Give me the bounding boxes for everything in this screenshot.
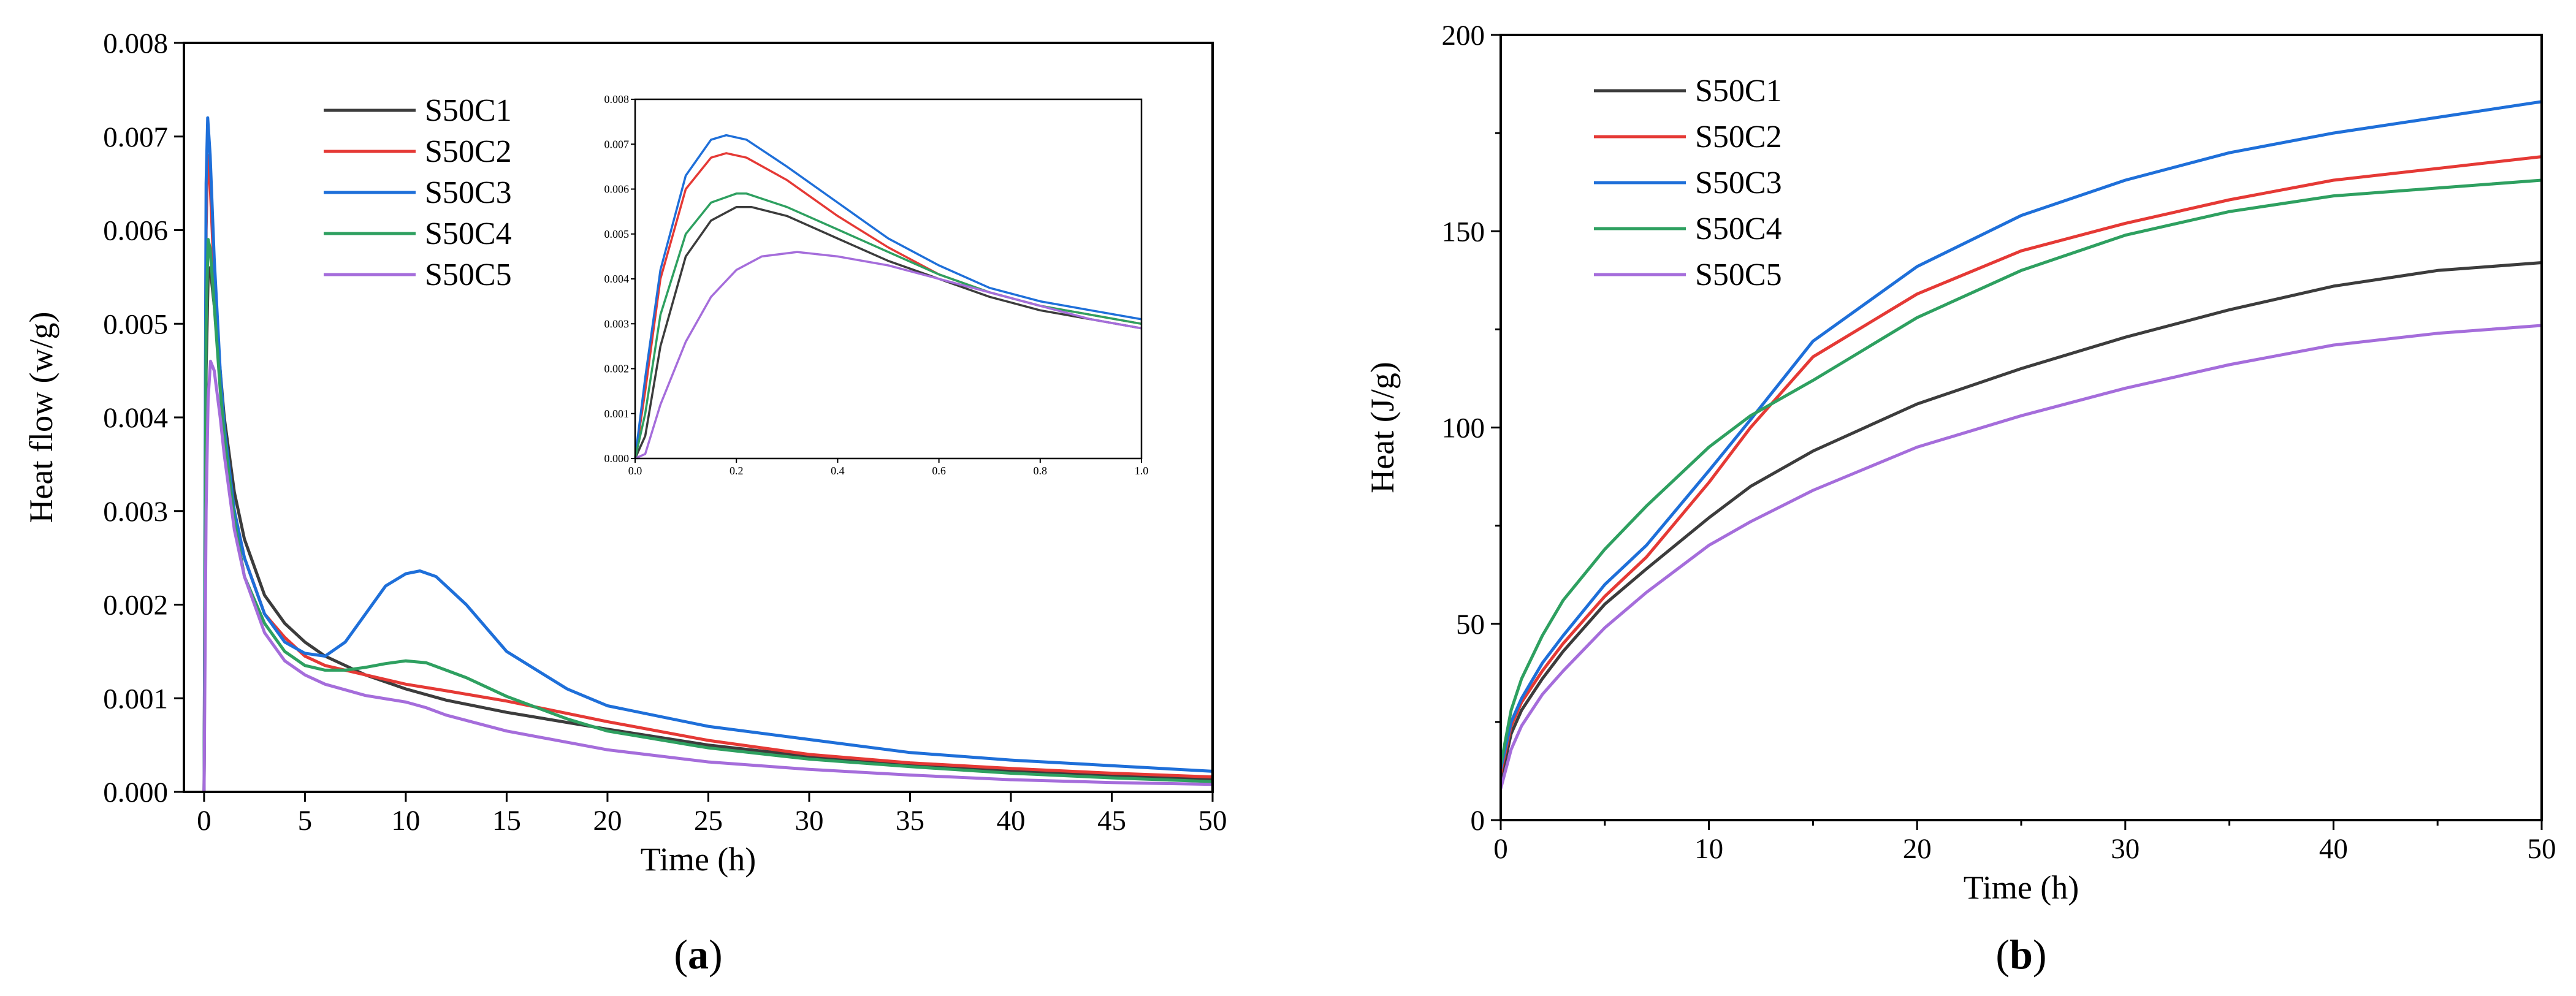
legend: S50C1 S50C2 S50C3 S50C4 S50C5 [1594,74,1782,292]
inset-chart: 0.0 0.2 0.4 0.6 0.8 1.0 0.000 0.001 0.002 0.003 0.… [604,93,1149,477]
panel-label: (a) [674,931,722,978]
x-axis-title: Time (h) [1964,869,2079,906]
legend-label: S50C1 [425,93,512,128]
x-tick-label: 50 [1198,805,1227,837]
x-tick-label: 50 [2528,833,2556,865]
inset-x-tick-label: 0.4 [831,465,845,477]
y-tick-label: 0 [1471,805,1485,837]
x-tick-label: 10 [391,805,420,837]
series-group [1501,100,2542,789]
inset-x-tick-label: 0.0 [628,465,642,477]
y-tick-label: 50 [1456,609,1485,641]
series-line-s50c5 [1501,324,2542,789]
y-tick-label: 0.006 [103,215,168,247]
series-line-s50c5 [202,359,1213,792]
legend-label: S50C5 [1695,257,1782,292]
panel-paren-close: ) [2033,931,2047,978]
inset-background [635,99,1141,458]
y-tick-label: 0.003 [103,496,168,528]
legend-label: S50C1 [1695,74,1782,108]
y-tick-label: 0.002 [103,590,168,622]
panel-label: (b) [1995,931,2046,978]
inset-x-tick-label: 1.0 [1135,465,1149,477]
inset-x-tick-label: 0.2 [730,465,744,477]
inset-series-line-s50c3 [634,134,1142,459]
panel-letter: a [688,931,709,978]
inset-y-tick-label: 0.002 [604,363,630,375]
inset-y-tick-label: 0.000 [604,452,630,465]
legend-label: S50C4 [425,216,512,251]
x-tick-label: 40 [996,805,1025,837]
x-tick-label: 5 [298,805,313,837]
x-tick-label: 35 [896,805,924,837]
legend-label: S50C5 [425,257,512,292]
y-tick-label: 0.007 [103,121,168,153]
y-tick-label: 150 [1442,216,1485,248]
inset-y-tick-label: 0.001 [604,408,630,420]
inset-y-tick-label: 0.008 [604,93,630,105]
x-tick-label: 0 [197,805,211,837]
y-axis-title: Heat flow (w/g) [23,312,59,523]
panel-paren-open: ( [1995,931,2010,978]
x-tick-label: 15 [492,805,521,837]
x-tick-label: 25 [694,805,723,837]
x-tick-label: 20 [593,805,622,837]
legend-label: S50C2 [425,134,512,169]
y-tick-label: 0.005 [103,308,168,340]
x-axis-title: Time (h) [641,841,756,878]
x-tick-label: 10 [1694,833,1723,865]
inset-series-line-s50c5 [634,251,1142,460]
x-tick-label: 40 [2319,833,2348,865]
plot-frame [1499,34,2543,821]
inset-x-tick-label: 0.8 [1034,465,1048,477]
inset-y-tick-label: 0.005 [604,228,630,240]
inset-y-tick-label: 0.004 [604,273,630,285]
panel-paren-close: ) [709,931,723,978]
legend-label: S50C2 [1695,120,1782,154]
series-line-s50c1 [1501,261,2542,781]
y-tick-label: 100 [1442,412,1485,444]
inset-y-tick-label: 0.006 [604,183,630,196]
panel-b: 0 10 20 30 40 50 0 50 100 150 200 Time (h) Heat (J/g… [1364,20,2556,978]
x-tick-label: 30 [2111,833,2140,865]
x-tick-label: 20 [1903,833,1932,865]
inset-y-tick-label: 0.003 [604,317,630,330]
panel-a: 0 5 10 15 20 25 30 35 40 45 50 0.000 0.001 0.002 0.003… [23,28,1227,978]
series-line-s50c4 [202,238,1213,792]
series-group [202,116,1213,792]
legend-label: S50C3 [425,175,512,210]
legend-label: S50C4 [1695,211,1782,246]
legend-label: S50C3 [1695,165,1782,200]
inset-y-tick-label: 0.007 [604,138,630,150]
series-line-s50c3 [1501,100,2542,770]
panel-letter: b [2010,931,2033,978]
series-line-s50c4 [1501,178,2542,766]
x-tick-label: 30 [795,805,823,837]
legend: S50C1 S50C2 S50C3 S50C4 S50C5 [324,93,512,292]
series-line-s50c3 [202,116,1213,792]
series-line-s50c2 [1501,155,2542,774]
x-tick-label: 45 [1097,805,1126,837]
panel-paren-open: ( [674,931,688,978]
y-tick-label: 0.008 [103,28,168,59]
x-tick-label: 0 [1493,833,1508,865]
y-axis-title: Heat (J/g) [1364,362,1401,493]
inset-series-line-s50c1 [634,206,1142,459]
y-tick-label: 200 [1442,20,1485,51]
y-tick-label: 0.001 [103,683,168,715]
y-tick-label: 0.004 [103,402,168,434]
inset-x-tick-label: 0.6 [932,465,946,477]
y-tick-label: 0.000 [103,777,168,808]
